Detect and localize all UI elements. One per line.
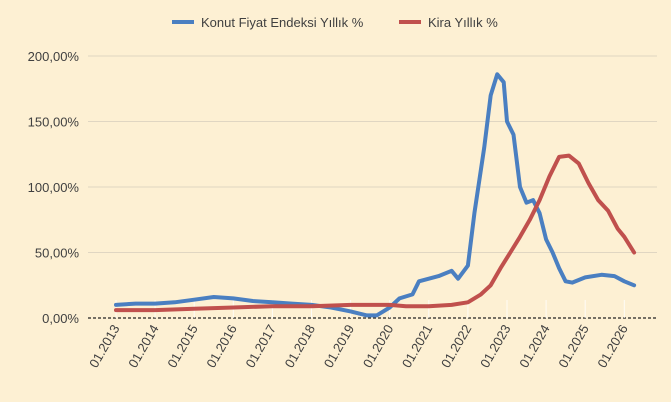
gridlines [88,55,657,319]
y-tick-label: 0,00% [42,311,79,326]
x-tick-label: 01.2026 [594,322,630,370]
x-tick-label: 01.2025 [555,322,591,370]
y-axis-ticks: 0,00% 50,00% 100,00% 150,00% 200,00% [28,49,80,326]
y-tick-label: 150,00% [28,115,80,130]
y-tick-label: 200,00% [28,49,80,64]
x-tick-label: 01.2023 [477,322,513,370]
x-tick-label: 01.2014 [125,322,161,370]
x-tick-label: 01.2018 [282,322,318,370]
x-tick-label: 01.2019 [321,322,357,370]
legend-label-konut: Konut Fiyat Endeksi Yıllık % [201,15,364,30]
x-tick-label: 01.2017 [243,322,279,370]
x-tick-label: 01.2013 [86,322,122,370]
series-lines [114,72,637,318]
x-tick-label: 01.2016 [203,322,239,370]
series-line-kira [114,153,637,313]
x-tick-label: 01.2015 [164,322,200,370]
series-line-konut [114,72,637,318]
legend: Konut Fiyat Endeksi Yıllık % Kira Yıllık… [172,15,498,30]
legend-label-kira: Kira Yıllık % [428,15,498,30]
y-tick-label: 50,00% [35,246,80,261]
x-tick-label: 01.2022 [438,322,474,370]
y-tick-label: 100,00% [28,180,80,195]
x-tick-label: 01.2024 [516,322,552,370]
x-tick-label: 01.2020 [360,322,396,370]
x-tick-label: 01.2021 [399,322,435,370]
